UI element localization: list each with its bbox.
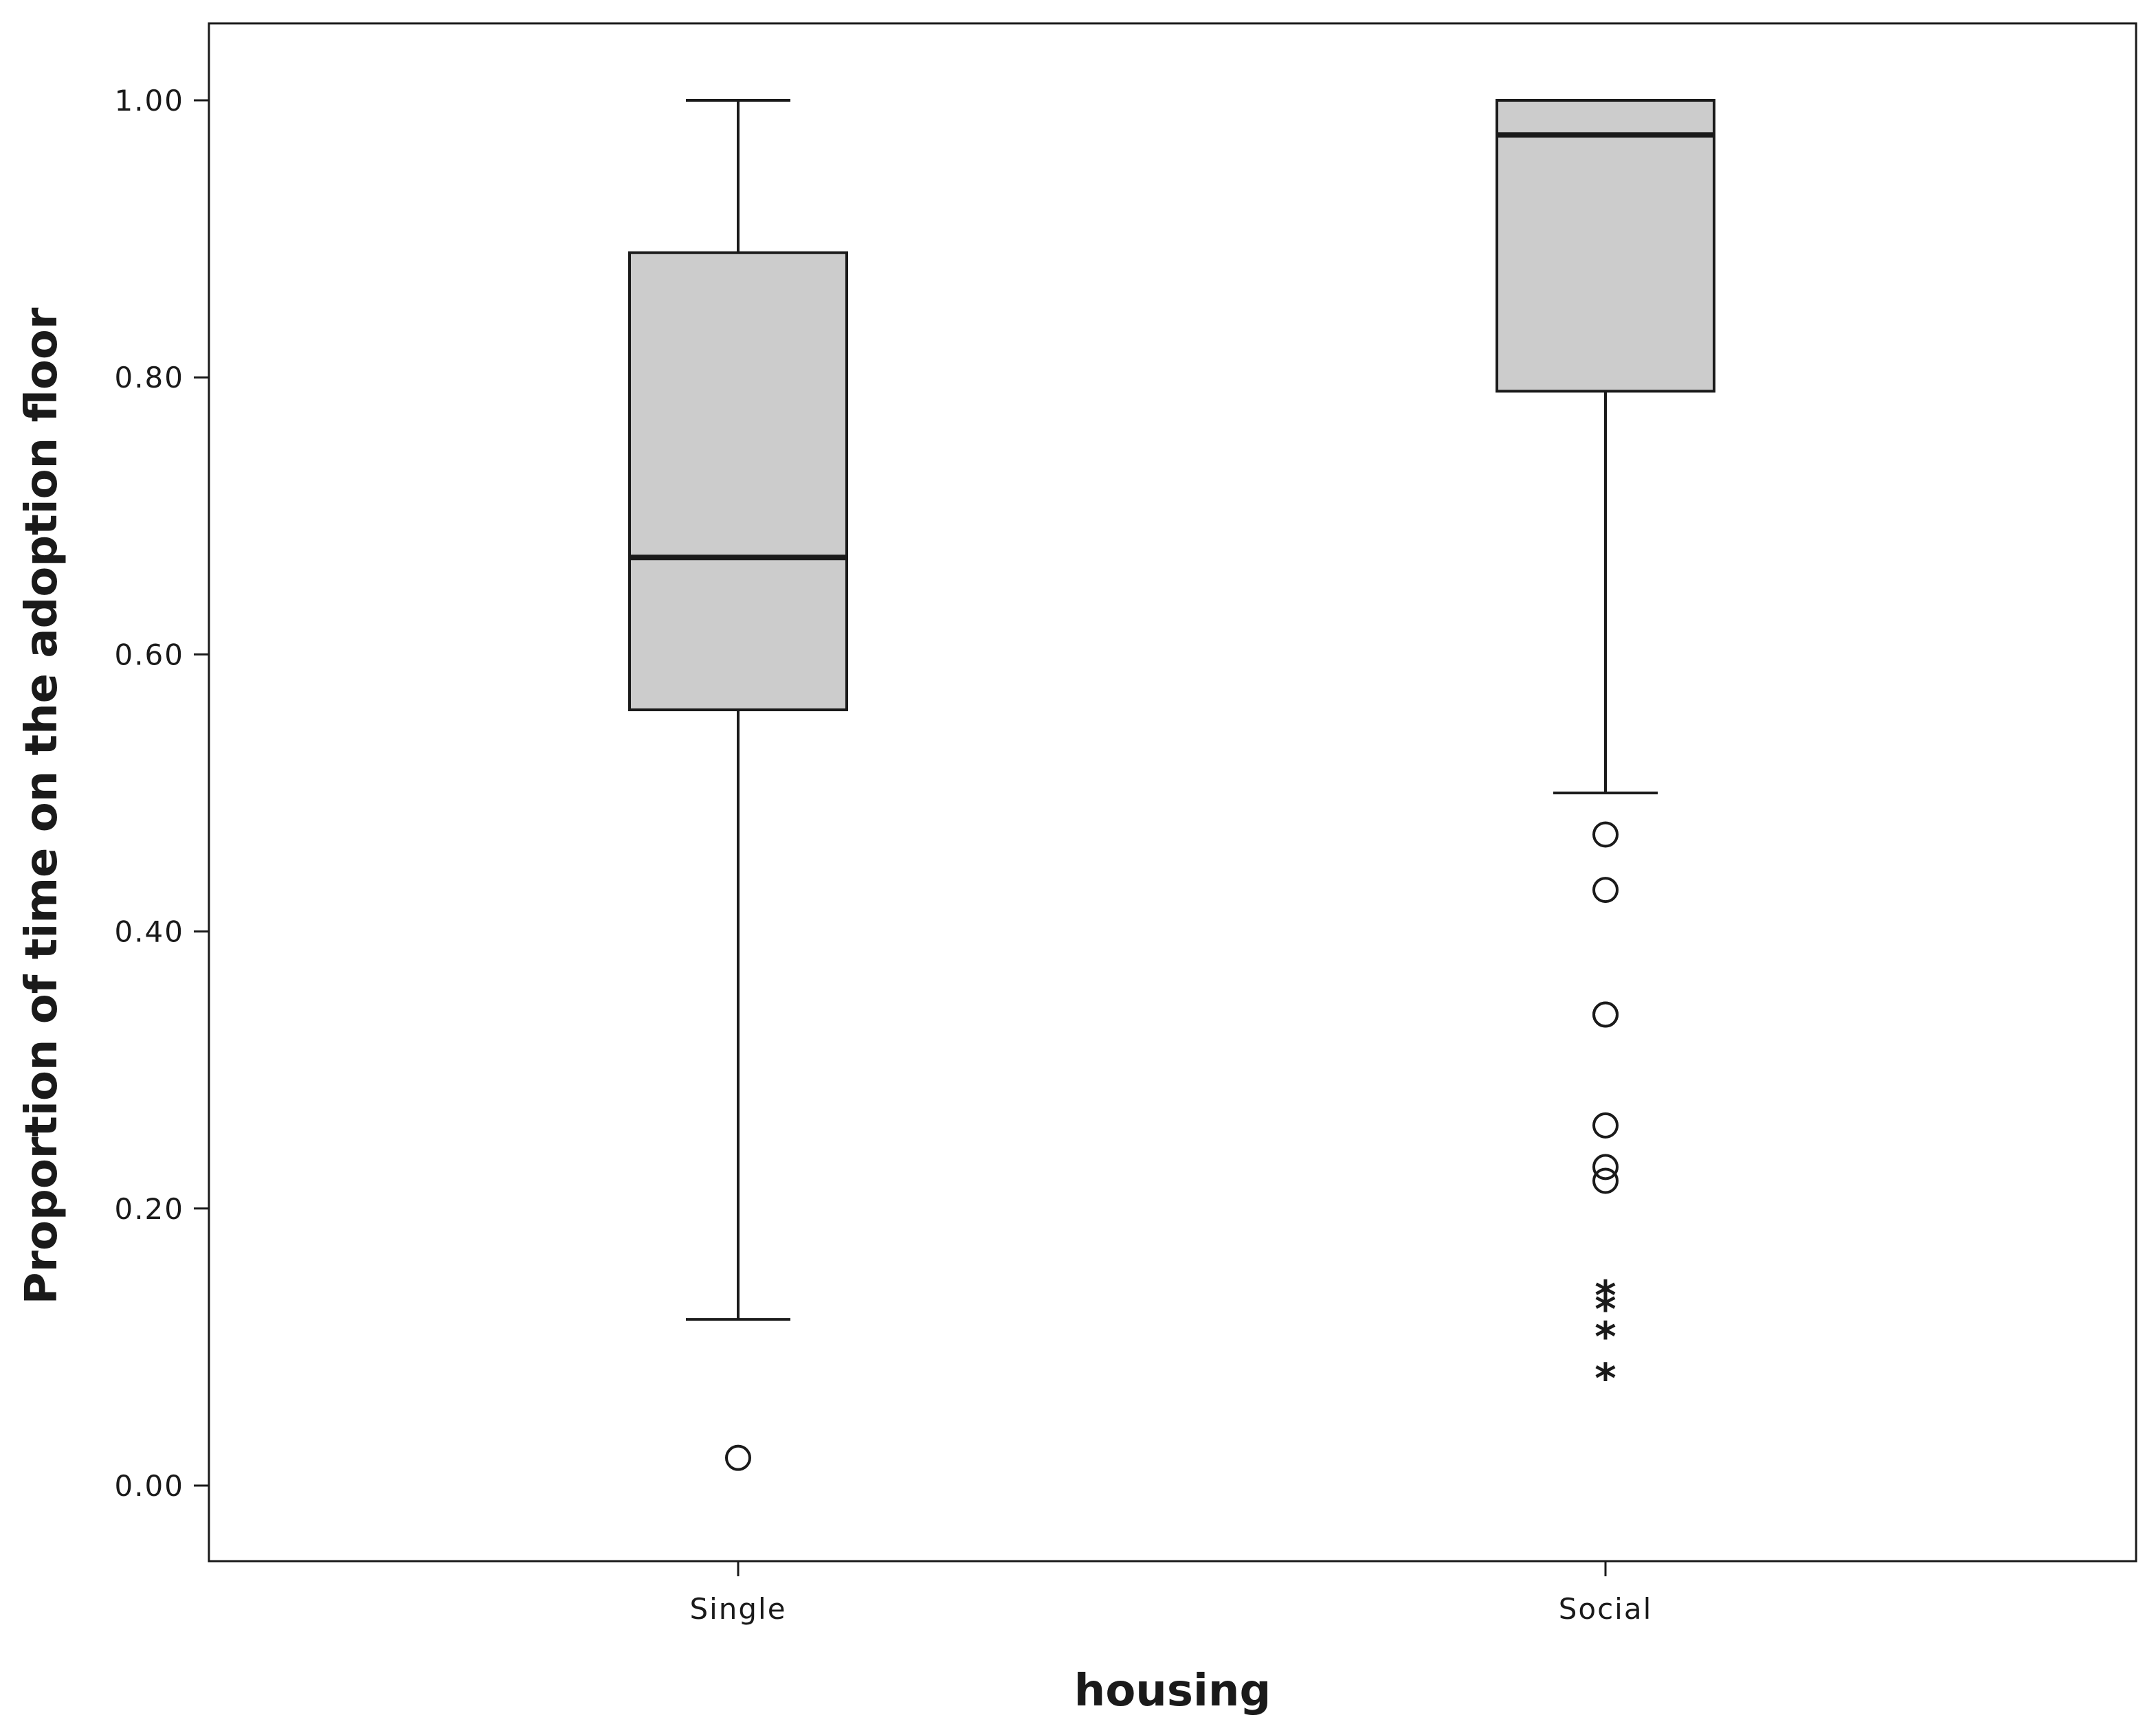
extreme-point: * <box>1594 1355 1616 1403</box>
x-tick-label: Single <box>689 1592 786 1626</box>
outlier-point <box>1592 821 1619 848</box>
extreme-point: * <box>1594 1272 1616 1320</box>
outlier-point <box>1592 1167 1619 1194</box>
x-axis-ticks: Single Social <box>689 1561 1653 1626</box>
plot-area-border <box>208 22 2137 1563</box>
box-series: **** <box>628 99 1715 1471</box>
y-tick-label: 0.20 <box>114 1192 184 1226</box>
outlier-point <box>1592 1112 1619 1139</box>
box-iqr <box>1496 99 1715 393</box>
x-axis-title: housing <box>1074 1666 1271 1716</box>
outlier-point <box>725 1444 751 1471</box>
y-axis-title: Proportion of time on the adoption floor <box>16 307 67 1304</box>
y-tick-label: 0.00 <box>114 1469 184 1503</box>
y-tick-label: 0.60 <box>114 638 184 671</box>
extreme-point: * <box>1594 1286 1616 1334</box>
box-single <box>628 99 848 1471</box>
outlier-point <box>1592 1154 1619 1180</box>
y-tick-label: 0.80 <box>114 361 184 394</box>
x-tick-label: Social <box>1559 1592 1653 1626</box>
extreme-point: * <box>1594 1313 1616 1361</box>
y-tick-label: 1.00 <box>114 84 184 117</box>
y-tick-label: 0.40 <box>114 915 184 949</box>
plot-frame <box>208 22 2137 1563</box>
box-social: **** <box>1496 99 1715 1403</box>
outlier-point <box>1592 1001 1619 1028</box>
box-iqr <box>628 251 848 712</box>
y-axis-ticks: 0.00 0.20 0.40 0.60 0.80 1.00 <box>114 84 209 1503</box>
outlier-point <box>1592 877 1619 904</box>
